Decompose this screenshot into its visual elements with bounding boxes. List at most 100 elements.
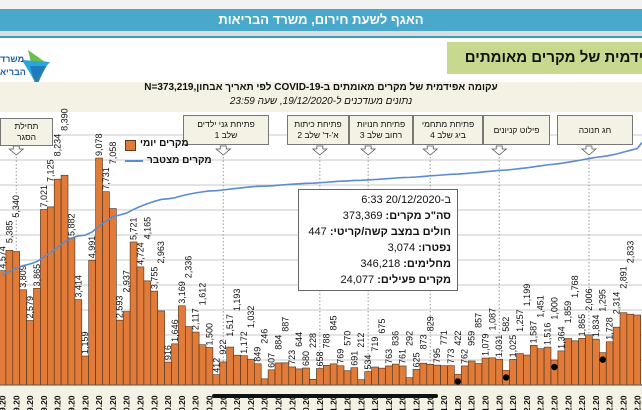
- bar-data-label: 1,000: [549, 297, 559, 320]
- bar-data-label: 7,125: [46, 159, 56, 182]
- bar-data-label: 1,199: [522, 284, 532, 307]
- bar-data-label: 2,593: [115, 296, 125, 319]
- bar-data-label: 1,859: [563, 301, 573, 324]
- daily-bar: [122, 311, 131, 386]
- bar-data-label: 3,414: [73, 275, 83, 298]
- daily-bar: [557, 350, 566, 386]
- info-row: חולים במצב קשה/קריטי: 447: [305, 224, 451, 240]
- daily-bar: [529, 345, 538, 386]
- daily-bar: [26, 320, 34, 386]
- svg-text:הבריא: הבריא: [0, 67, 26, 77]
- x-tick-label: 2.20: [632, 395, 642, 410]
- bar-data-label: 959: [467, 331, 477, 346]
- bar-data-label: 680: [301, 351, 311, 366]
- x-tick-label: 0.20: [301, 395, 311, 410]
- x-tick-label: 9.20: [66, 395, 76, 410]
- x-tick-label: 0.20: [218, 395, 228, 410]
- down-arrow-icon: [8, 145, 25, 156]
- x-tick-label: 9.20: [0, 395, 7, 410]
- x-tick-label: 2.20: [591, 395, 601, 410]
- bar-data-label: 1,079: [480, 333, 490, 356]
- event-label: חג חנוכה: [557, 115, 633, 145]
- info-value: 346,218: [360, 258, 404, 270]
- bar-data-label: 412: [211, 358, 221, 373]
- daily-bar: [254, 363, 262, 386]
- daily-bar: [295, 368, 303, 386]
- daily-bar: [336, 365, 345, 386]
- bar-data-label: 1,193: [232, 289, 242, 312]
- daily-bar: [523, 354, 531, 386]
- bar-data-label: 1,768: [570, 275, 580, 298]
- x-tick-label: 0.20: [191, 395, 201, 410]
- bar-data-label: 761: [398, 349, 408, 364]
- bar-data-label: 8,234: [53, 134, 63, 157]
- bar-data-label: 2,937: [122, 270, 132, 293]
- bar-data-label: 2,963: [156, 241, 166, 264]
- bar-data-label: 773: [446, 349, 456, 364]
- bar-data-label: 2,006: [584, 288, 594, 311]
- bar-data-label: 625: [411, 352, 421, 367]
- daily-bar: [40, 209, 48, 386]
- bar-data-label: 644: [294, 332, 304, 347]
- bar-data-label: 3,809: [18, 265, 28, 288]
- bar-data-label: 887: [280, 317, 290, 332]
- x-tick-label: 1.20: [398, 395, 408, 410]
- x-tick-label: 0.20: [177, 395, 187, 410]
- top-strip: [0, 0, 642, 9]
- bar-data-label: 691: [349, 351, 359, 366]
- daily-bar: [474, 363, 483, 386]
- bar-data-label: 292: [405, 331, 415, 346]
- x-tick-label: 1.20: [384, 395, 394, 410]
- daily-bar: [364, 371, 372, 386]
- bar-data-label: 1,025: [508, 335, 518, 358]
- x-tick-label: 0.20: [273, 395, 283, 410]
- bar-data-label: 884: [273, 335, 283, 350]
- legend-label-daily: מקרים יומי: [140, 138, 189, 149]
- event-label-text: רחוב שלב 3: [359, 130, 403, 140]
- x-tick-label: 1.20: [453, 395, 463, 410]
- bar-data-label: 675: [377, 319, 387, 334]
- event-label-text: פתיחת גני ילדים: [197, 119, 255, 129]
- x-tick-label: 0.20: [94, 395, 104, 410]
- x-tick-label: 1.20: [356, 395, 366, 410]
- daily-bar: [81, 355, 90, 386]
- x-tick-label: 1.20: [315, 395, 325, 410]
- bar-data-label: 829: [425, 316, 435, 331]
- bar-data-label: 422: [453, 331, 463, 346]
- daily-bar: [543, 346, 552, 386]
- daily-bar: [571, 340, 579, 386]
- bar-data-label: 849: [253, 347, 263, 362]
- bar-data-label: 922: [218, 340, 228, 355]
- bar-data-label: 1,172: [239, 331, 249, 354]
- x-tick-label: 9.20: [25, 395, 35, 410]
- daily-bar: [385, 365, 393, 386]
- daily-bar: [447, 365, 455, 386]
- legend-swatch-daily: [125, 140, 136, 151]
- bar-data-label: 570: [342, 331, 352, 346]
- marked-day-dot: [454, 378, 462, 385]
- x-tick-label: 2.20: [536, 395, 546, 410]
- bar-data-label: 2,336: [184, 256, 194, 279]
- daily-bar: [626, 313, 635, 386]
- bar-data-label: 1,646: [170, 319, 180, 342]
- bar-data-label: 1,451: [536, 295, 546, 318]
- bar-data-label: 1,364: [556, 326, 566, 349]
- daily-bar: [198, 344, 207, 386]
- bar-data-label: 1,087: [487, 308, 497, 331]
- daily-bar: [633, 314, 641, 386]
- event-label: פתיחת חנויות רחוב שלב 3: [349, 115, 413, 145]
- daily-bar: [322, 364, 331, 386]
- daily-bar: [240, 355, 248, 386]
- x-tick-label: 1.20: [494, 395, 504, 410]
- down-arrow-icon: [360, 145, 377, 156]
- bar-data-label: 3,169: [177, 281, 187, 304]
- event-label-text: ביג שלב 4: [430, 130, 466, 140]
- daily-bar: [136, 266, 145, 386]
- event-label-text: הסגר: [16, 132, 37, 142]
- x-tick-label: 1.20: [480, 395, 490, 410]
- daily-bar: [116, 319, 124, 386]
- info-date: ב-20/12/2020 6:33: [361, 194, 451, 206]
- event-label-text: פתיחת מתחמי: [421, 119, 475, 129]
- lockdown-period-bar: [212, 394, 438, 398]
- daily-bar: [95, 157, 103, 386]
